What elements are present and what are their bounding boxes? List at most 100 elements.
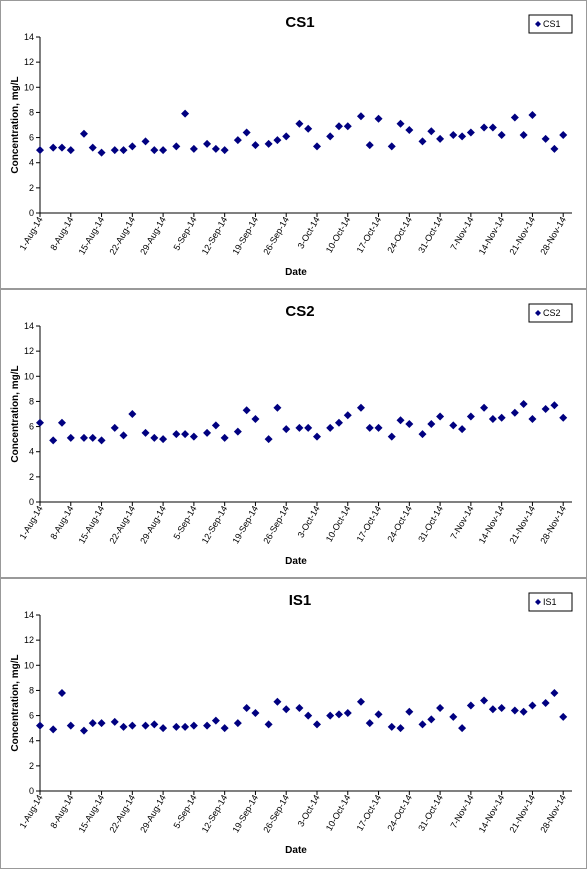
x-axis-label: Date <box>285 556 307 567</box>
data-point <box>172 722 181 731</box>
y-tick-label: 4 <box>29 158 34 168</box>
data-point <box>550 144 559 153</box>
chart-title: CS2 <box>285 303 314 320</box>
y-tick-label: 6 <box>29 133 34 143</box>
data-point <box>436 134 445 143</box>
data-point <box>528 110 537 119</box>
data-point <box>150 146 159 155</box>
data-point <box>79 433 88 442</box>
data-point <box>264 435 273 444</box>
y-tick-label: 10 <box>24 660 34 670</box>
data-point <box>110 423 119 432</box>
legend-marker <box>535 310 541 316</box>
data-point <box>365 719 374 728</box>
data-point <box>519 131 528 140</box>
data-point <box>233 427 242 436</box>
data-point <box>36 721 44 730</box>
data-point <box>396 724 405 733</box>
data-point <box>304 711 313 720</box>
data-point <box>458 132 467 141</box>
y-axis-label: Concentration, mg/L <box>10 76 21 173</box>
legend-box <box>528 592 573 612</box>
data-point <box>541 134 550 143</box>
data-point <box>97 436 106 445</box>
data-point <box>519 399 528 408</box>
y-tick-label: 14 <box>24 321 34 331</box>
data-point <box>436 412 445 421</box>
y-tick-label: 4 <box>29 736 34 746</box>
data-point <box>497 413 506 422</box>
data-point <box>497 704 506 713</box>
panel-frame <box>0 0 587 289</box>
chart-title: IS1 <box>289 592 312 609</box>
y-axis-label: Concentration, mg/L <box>10 654 21 751</box>
y-tick-label: 2 <box>29 761 34 771</box>
y-tick-label: 12 <box>24 635 34 645</box>
data-point <box>251 415 260 424</box>
data-point <box>88 719 97 728</box>
data-point <box>334 418 343 427</box>
data-point <box>119 431 128 440</box>
legend-label: CS2 <box>543 308 561 318</box>
data-point <box>66 146 75 155</box>
data-point <box>387 722 396 731</box>
data-point <box>150 720 159 729</box>
data-point <box>480 696 489 705</box>
data-point <box>128 410 137 418</box>
data-point <box>396 119 405 128</box>
data-point <box>242 704 251 713</box>
data-point <box>211 716 220 725</box>
y-tick-label: 14 <box>24 610 34 620</box>
data-point <box>57 688 66 697</box>
data-point <box>119 722 128 731</box>
data-point <box>159 435 168 444</box>
data-point <box>488 705 497 714</box>
data-point <box>49 143 58 152</box>
data-point <box>88 433 97 442</box>
data-point <box>36 146 44 155</box>
data-point <box>304 124 313 133</box>
data-point <box>510 706 519 715</box>
data-point <box>189 144 198 153</box>
data-point <box>211 144 220 153</box>
data-point <box>541 699 550 707</box>
data-point <box>141 137 150 146</box>
data-point <box>449 131 458 140</box>
chart-title: CS1 <box>285 14 314 31</box>
data-point <box>181 109 190 118</box>
data-point <box>172 142 181 151</box>
data-point <box>458 724 467 733</box>
data-point <box>449 421 458 430</box>
data-point <box>559 413 568 422</box>
data-point <box>203 139 212 148</box>
y-tick-label: 0 <box>29 497 34 507</box>
data-point <box>343 411 352 420</box>
data-point <box>159 724 168 733</box>
data-point <box>110 717 119 726</box>
data-point <box>159 146 168 155</box>
data-point <box>189 432 198 441</box>
data-point <box>264 720 273 729</box>
data-point <box>550 401 559 410</box>
data-point <box>242 128 251 137</box>
data-point <box>110 146 119 155</box>
data-point <box>273 136 282 145</box>
y-tick-label: 10 <box>24 82 34 92</box>
data-point <box>466 128 475 137</box>
data-point <box>427 127 436 136</box>
data-point <box>189 721 198 730</box>
data-point <box>282 425 291 434</box>
data-point <box>181 430 190 439</box>
data-point <box>88 143 97 152</box>
data-point <box>559 712 568 721</box>
data-point <box>251 709 260 718</box>
data-point <box>387 142 396 151</box>
data-point <box>449 712 458 721</box>
data-point <box>356 697 365 706</box>
y-axis-label: Concentration, mg/L <box>10 365 21 462</box>
data-point <box>436 704 445 713</box>
data-point <box>282 705 291 714</box>
data-point <box>36 418 44 427</box>
data-point <box>49 725 58 734</box>
data-point <box>356 112 365 121</box>
